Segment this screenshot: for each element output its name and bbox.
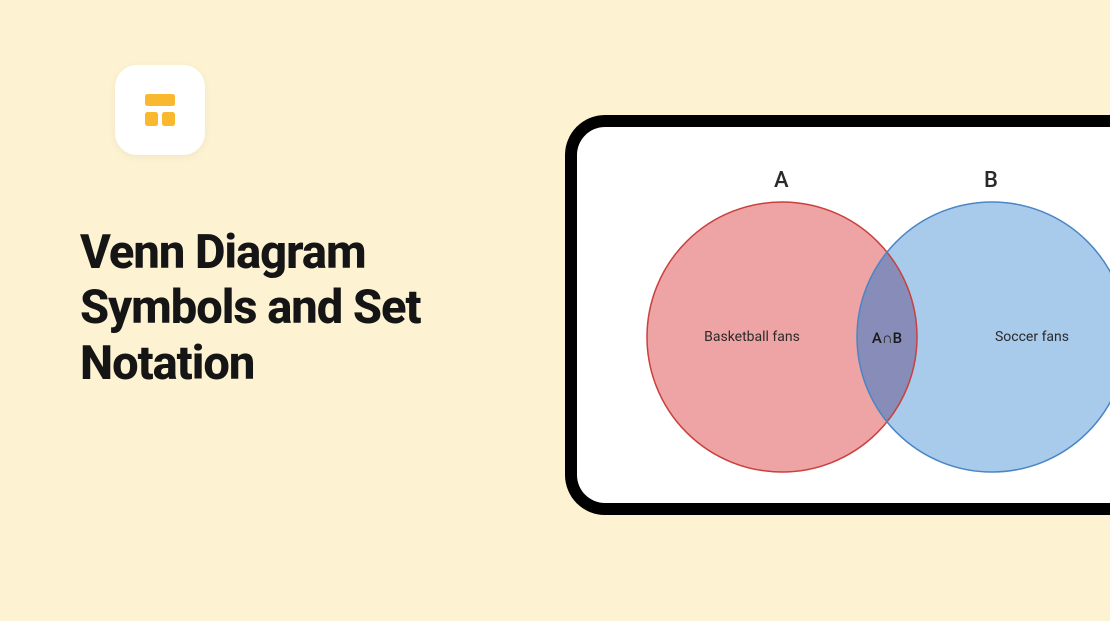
- venn-diagram: A B Basketball fans Soccer fans A∩B: [577, 127, 1110, 503]
- logo-badge: [115, 65, 205, 155]
- page-title: Venn Diagram Symbols and Set Notation: [80, 225, 510, 391]
- venn-label-b-top: B: [984, 168, 998, 193]
- logo-icon: [141, 92, 179, 128]
- venn-label-a-inner: Basketball fans: [682, 329, 822, 345]
- venn-label-intersection: A∩B: [857, 329, 917, 347]
- venn-card: A B Basketball fans Soccer fans A∩B: [565, 115, 1110, 515]
- venn-label-a-top: A: [774, 168, 789, 193]
- venn-label-b-inner: Soccer fans: [962, 329, 1102, 345]
